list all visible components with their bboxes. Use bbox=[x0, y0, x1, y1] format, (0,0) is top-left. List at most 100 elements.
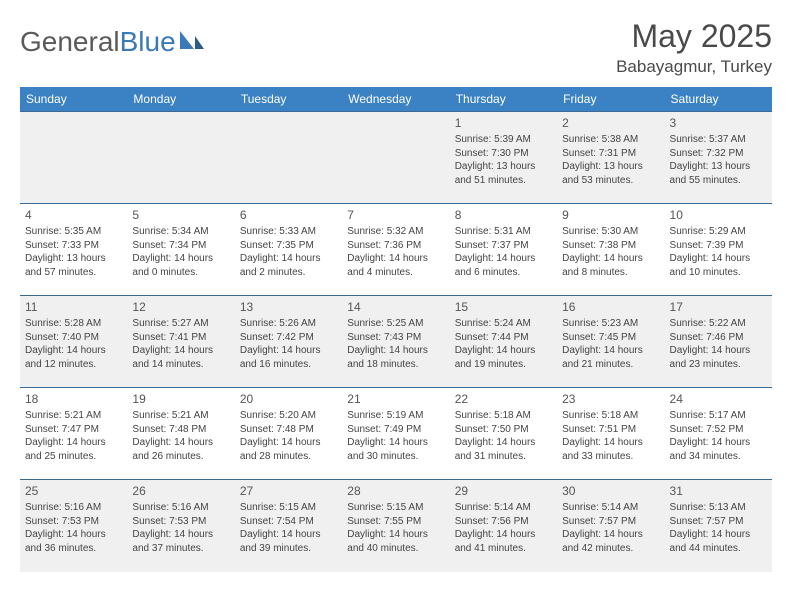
weekday-header: Wednesday bbox=[342, 87, 449, 112]
day-info-line: Sunset: 7:48 PM bbox=[240, 423, 337, 437]
calendar-day: 25Sunrise: 5:16 AMSunset: 7:53 PMDayligh… bbox=[20, 480, 127, 572]
day-info-line: Sunrise: 5:25 AM bbox=[347, 317, 444, 331]
calendar-table: SundayMondayTuesdayWednesdayThursdayFrid… bbox=[20, 87, 772, 572]
calendar-day: 29Sunrise: 5:14 AMSunset: 7:56 PMDayligh… bbox=[450, 480, 557, 572]
day-info-line: Daylight: 14 hours and 26 minutes. bbox=[132, 436, 229, 463]
page-header: GeneralBlue May 2025 Babayagmur, Turkey bbox=[20, 18, 772, 77]
day-number: 14 bbox=[347, 299, 444, 315]
day-info-line: Daylight: 14 hours and 0 minutes. bbox=[132, 252, 229, 279]
day-info-line: Sunset: 7:46 PM bbox=[670, 331, 767, 345]
day-info-line: Sunrise: 5:27 AM bbox=[132, 317, 229, 331]
day-info-line: Sunrise: 5:35 AM bbox=[25, 225, 122, 239]
day-info-line: Sunrise: 5:24 AM bbox=[455, 317, 552, 331]
day-info-line: Sunset: 7:55 PM bbox=[347, 515, 444, 529]
day-info-line: Sunrise: 5:26 AM bbox=[240, 317, 337, 331]
day-info-line: Sunrise: 5:21 AM bbox=[25, 409, 122, 423]
calendar-day: 30Sunrise: 5:14 AMSunset: 7:57 PMDayligh… bbox=[557, 480, 664, 572]
day-info-line: Sunset: 7:52 PM bbox=[670, 423, 767, 437]
calendar-week: 18Sunrise: 5:21 AMSunset: 7:47 PMDayligh… bbox=[20, 388, 772, 480]
day-info-line: Sunset: 7:44 PM bbox=[455, 331, 552, 345]
calendar-day-empty bbox=[235, 112, 342, 204]
day-info-line: Sunrise: 5:13 AM bbox=[670, 501, 767, 515]
day-info-line: Sunrise: 5:14 AM bbox=[455, 501, 552, 515]
day-info-line: Sunset: 7:41 PM bbox=[132, 331, 229, 345]
logo-text: GeneralBlue bbox=[20, 26, 176, 58]
day-info-line: Daylight: 14 hours and 6 minutes. bbox=[455, 252, 552, 279]
weekday-header: Thursday bbox=[450, 87, 557, 112]
calendar-day: 19Sunrise: 5:21 AMSunset: 7:48 PMDayligh… bbox=[127, 388, 234, 480]
day-info-line: Sunset: 7:32 PM bbox=[670, 147, 767, 161]
month-title: May 2025 bbox=[616, 18, 772, 55]
day-number: 19 bbox=[132, 391, 229, 407]
day-info-line: Daylight: 14 hours and 34 minutes. bbox=[670, 436, 767, 463]
day-info-line: Sunrise: 5:23 AM bbox=[562, 317, 659, 331]
day-number: 8 bbox=[455, 207, 552, 223]
calendar-day: 31Sunrise: 5:13 AMSunset: 7:57 PMDayligh… bbox=[665, 480, 772, 572]
day-info-line: Sunrise: 5:32 AM bbox=[347, 225, 444, 239]
day-number: 25 bbox=[25, 483, 122, 499]
day-info-line: Daylight: 14 hours and 39 minutes. bbox=[240, 528, 337, 555]
logo: GeneralBlue bbox=[20, 26, 204, 58]
calendar-day: 16Sunrise: 5:23 AMSunset: 7:45 PMDayligh… bbox=[557, 296, 664, 388]
calendar-day: 28Sunrise: 5:15 AMSunset: 7:55 PMDayligh… bbox=[342, 480, 449, 572]
weekday-header: Tuesday bbox=[235, 87, 342, 112]
day-number: 1 bbox=[455, 115, 552, 131]
day-info-line: Daylight: 14 hours and 31 minutes. bbox=[455, 436, 552, 463]
day-info-line: Sunset: 7:53 PM bbox=[25, 515, 122, 529]
calendar-day: 26Sunrise: 5:16 AMSunset: 7:53 PMDayligh… bbox=[127, 480, 234, 572]
weekday-header: Monday bbox=[127, 87, 234, 112]
calendar-day: 9Sunrise: 5:30 AMSunset: 7:38 PMDaylight… bbox=[557, 204, 664, 296]
day-info-line: Sunrise: 5:39 AM bbox=[455, 133, 552, 147]
day-info-line: Daylight: 14 hours and 10 minutes. bbox=[670, 252, 767, 279]
calendar-day: 27Sunrise: 5:15 AMSunset: 7:54 PMDayligh… bbox=[235, 480, 342, 572]
weekday-header: Saturday bbox=[665, 87, 772, 112]
calendar-week: 1Sunrise: 5:39 AMSunset: 7:30 PMDaylight… bbox=[20, 112, 772, 204]
day-number: 3 bbox=[670, 115, 767, 131]
day-info-line: Sunset: 7:48 PM bbox=[132, 423, 229, 437]
day-info-line: Daylight: 14 hours and 8 minutes. bbox=[562, 252, 659, 279]
day-info-line: Daylight: 14 hours and 25 minutes. bbox=[25, 436, 122, 463]
day-info-line: Sunset: 7:53 PM bbox=[132, 515, 229, 529]
calendar-day: 11Sunrise: 5:28 AMSunset: 7:40 PMDayligh… bbox=[20, 296, 127, 388]
day-number: 23 bbox=[562, 391, 659, 407]
day-info-line: Sunrise: 5:37 AM bbox=[670, 133, 767, 147]
day-info-line: Sunset: 7:43 PM bbox=[347, 331, 444, 345]
calendar-day-empty bbox=[127, 112, 234, 204]
day-info-line: Sunrise: 5:15 AM bbox=[347, 501, 444, 515]
day-number: 21 bbox=[347, 391, 444, 407]
day-number: 29 bbox=[455, 483, 552, 499]
day-info-line: Daylight: 14 hours and 36 minutes. bbox=[25, 528, 122, 555]
day-info-line: Daylight: 14 hours and 33 minutes. bbox=[562, 436, 659, 463]
day-number: 31 bbox=[670, 483, 767, 499]
day-number: 15 bbox=[455, 299, 552, 315]
day-number: 6 bbox=[240, 207, 337, 223]
day-number: 24 bbox=[670, 391, 767, 407]
day-number: 30 bbox=[562, 483, 659, 499]
day-info-line: Sunset: 7:38 PM bbox=[562, 239, 659, 253]
calendar-day: 1Sunrise: 5:39 AMSunset: 7:30 PMDaylight… bbox=[450, 112, 557, 204]
day-info-line: Sunrise: 5:20 AM bbox=[240, 409, 337, 423]
title-block: May 2025 Babayagmur, Turkey bbox=[616, 18, 772, 77]
day-info-line: Sunset: 7:51 PM bbox=[562, 423, 659, 437]
day-info-line: Sunrise: 5:15 AM bbox=[240, 501, 337, 515]
day-info-line: Daylight: 14 hours and 23 minutes. bbox=[670, 344, 767, 371]
day-number: 2 bbox=[562, 115, 659, 131]
day-info-line: Daylight: 14 hours and 19 minutes. bbox=[455, 344, 552, 371]
day-number: 4 bbox=[25, 207, 122, 223]
calendar-day-empty bbox=[342, 112, 449, 204]
day-info-line: Sunrise: 5:33 AM bbox=[240, 225, 337, 239]
day-info-line: Sunrise: 5:34 AM bbox=[132, 225, 229, 239]
calendar-day: 10Sunrise: 5:29 AMSunset: 7:39 PMDayligh… bbox=[665, 204, 772, 296]
day-number: 26 bbox=[132, 483, 229, 499]
day-info-line: Sunset: 7:36 PM bbox=[347, 239, 444, 253]
day-info-line: Sunset: 7:50 PM bbox=[455, 423, 552, 437]
day-info-line: Sunset: 7:42 PM bbox=[240, 331, 337, 345]
logo-text-2: Blue bbox=[120, 26, 176, 57]
day-info-line: Sunset: 7:56 PM bbox=[455, 515, 552, 529]
day-info-line: Daylight: 14 hours and 37 minutes. bbox=[132, 528, 229, 555]
day-number: 7 bbox=[347, 207, 444, 223]
calendar-week: 25Sunrise: 5:16 AMSunset: 7:53 PMDayligh… bbox=[20, 480, 772, 572]
calendar-day: 4Sunrise: 5:35 AMSunset: 7:33 PMDaylight… bbox=[20, 204, 127, 296]
day-info-line: Daylight: 14 hours and 42 minutes. bbox=[562, 528, 659, 555]
day-info-line: Daylight: 14 hours and 21 minutes. bbox=[562, 344, 659, 371]
